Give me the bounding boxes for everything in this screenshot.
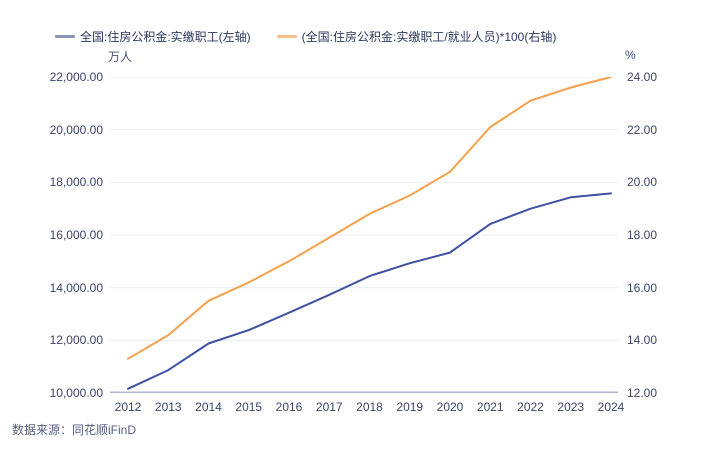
left-axis-unit: 万人 — [108, 50, 133, 64]
legend-item-right-series[interactable]: (全国:住房公积金:实缴职工/就业人员)*100(右轴) — [276, 28, 557, 45]
x-axis-tick-label: 2014 — [195, 400, 222, 414]
series-line-right — [127, 77, 612, 360]
legend-label: (全国:住房公积金:实缴职工/就业人员)*100(右轴) — [301, 30, 557, 44]
x-axis-tick-label: 2017 — [315, 400, 343, 414]
left-axis-tick-label: 16,000.00 — [49, 228, 103, 242]
right-axis-tick-label: 24.00 — [627, 70, 658, 84]
left-axis-tick-label: 14,000.00 — [49, 280, 103, 295]
line-marker-icon — [55, 35, 75, 38]
data-source-note: 数据来源：同花顺iFinD — [12, 423, 137, 437]
x-axis-tick-label: 2020 — [436, 400, 464, 414]
x-axis-tick-label: 2013 — [154, 400, 182, 414]
x-axis-tick-label: 2019 — [396, 400, 424, 414]
right-axis-tick-label: 16.00 — [627, 280, 658, 295]
x-axis-tick-label: 2023 — [557, 400, 585, 414]
series-line-left — [127, 192, 612, 390]
x-axis-tick-label: 2024 — [597, 400, 625, 414]
x-axis-tick-label: 2012 — [114, 400, 142, 414]
right-axis-tick-label: 20.00 — [627, 175, 658, 190]
right-axis-tick-label: 18.00 — [627, 228, 658, 242]
left-axis-tick-label: 22,000.00 — [49, 70, 103, 84]
left-axis-tick-label: 12,000.00 — [49, 333, 103, 348]
x-axis-tick-label: 2021 — [476, 400, 504, 414]
right-axis-tick-label: 12.00 — [627, 386, 658, 400]
x-axis-tick-label: 2015 — [235, 400, 263, 414]
x-axis-tick-label: 2016 — [275, 400, 303, 414]
left-axis-tick-label: 10,000.00 — [49, 386, 103, 400]
legend-label: 全国:住房公积金:实缴职工(左轴) — [80, 30, 251, 44]
left-axis-tick-label: 18,000.00 — [49, 175, 103, 190]
left-axis-tick-label: 20,000.00 — [49, 122, 103, 137]
right-axis-unit: % — [625, 48, 636, 62]
chart-legend: 全国:住房公积金:实缴职工(左轴) (全国:住房公积金:实缴职工/就业人员)*1… — [55, 28, 556, 45]
x-axis-tick-label: 2022 — [517, 400, 544, 414]
x-axis-tick-label: 2018 — [356, 400, 383, 414]
right-axis-tick-label: 14.00 — [627, 333, 658, 348]
legend-item-left-series[interactable]: 全国:住房公积金:实缴职工(左轴) — [55, 28, 251, 45]
plot-area — [110, 77, 618, 393]
right-axis-tick-label: 22.00 — [627, 122, 658, 137]
line-marker-icon — [276, 35, 297, 38]
